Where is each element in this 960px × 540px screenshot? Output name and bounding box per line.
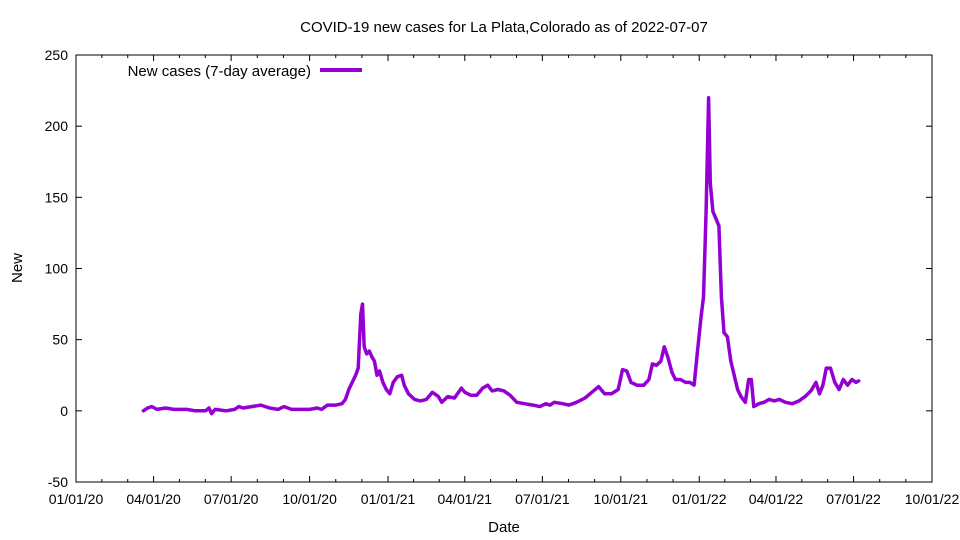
x-tick-label: 07/01/21	[515, 491, 570, 507]
x-tick-label: 01/01/20	[49, 491, 104, 507]
y-axis-label: New	[9, 253, 26, 283]
x-tick-label: 10/01/21	[594, 491, 649, 507]
x-tick-label: 10/01/20	[282, 491, 337, 507]
y-tick-label: 200	[45, 118, 69, 134]
plot-frame	[75, 54, 933, 483]
series-layer	[141, 95, 861, 416]
y-tick-label: 150	[45, 189, 69, 205]
x-tick-label: 01/01/22	[672, 491, 727, 507]
x-tick-label: 10/01/22	[905, 491, 960, 507]
y-tick-label: 50	[52, 332, 68, 348]
chart-title: COVID-19 new cases for La Plata,Colorado…	[300, 19, 708, 36]
x-tick-label: 04/01/20	[126, 491, 181, 507]
y-tick-label: -50	[48, 474, 68, 490]
x-tick-label: 04/01/21	[438, 491, 493, 507]
legend-label: New cases (7-day average)	[128, 63, 311, 80]
x-tick-label: 01/01/21	[361, 491, 416, 507]
legend: New cases (7-day average)	[128, 63, 362, 80]
x-axis: 01/01/20 04/01/20 07/01/20 10/01/20 01/01/21…	[49, 55, 960, 507]
x-tick-label: 07/01/22	[826, 491, 881, 507]
x-axis-label: Date	[488, 519, 520, 536]
y-axis: -50 0 50 100 150 200 250	[45, 47, 932, 490]
x-tick-label: 04/01/22	[749, 491, 804, 507]
y-tick-label: 0	[60, 403, 68, 419]
series-line	[141, 95, 861, 416]
y-tick-label: 100	[45, 261, 69, 277]
y-tick-label: 250	[45, 47, 69, 63]
x-tick-label: 07/01/20	[204, 491, 259, 507]
